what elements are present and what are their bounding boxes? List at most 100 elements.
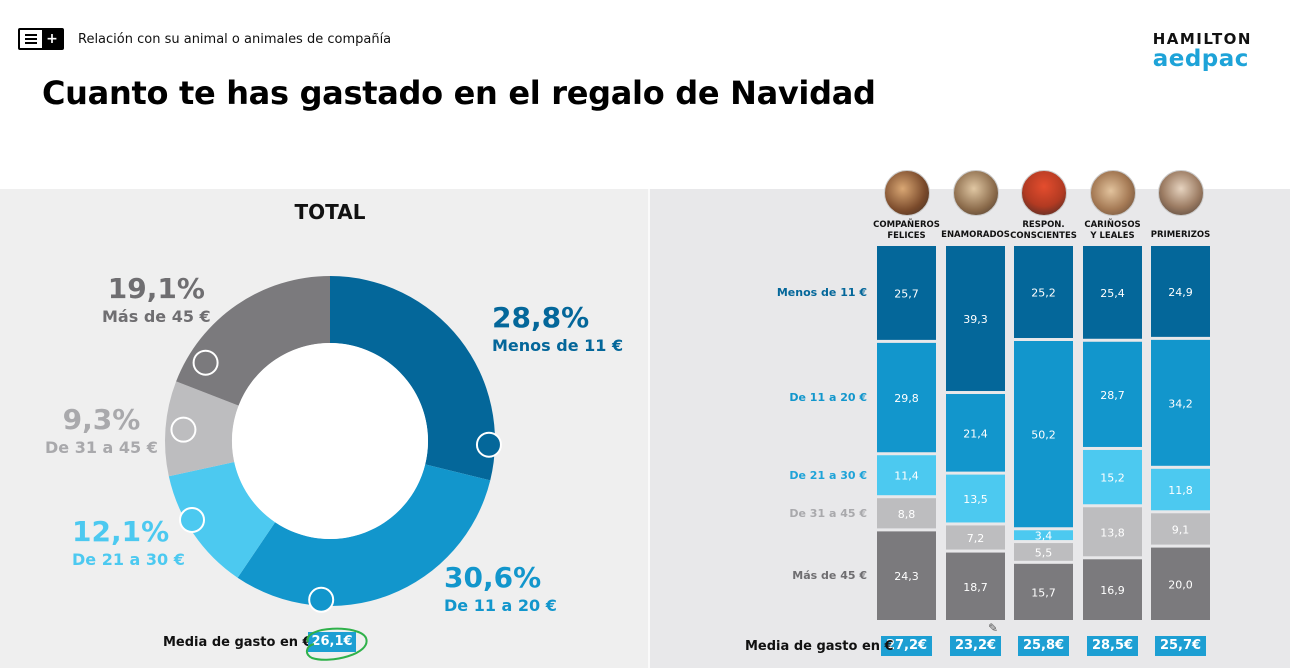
segment-average-primerizos: 25,7€ (1155, 636, 1206, 656)
bar-companeros-felices-de-21-a-30 (877, 455, 936, 496)
bar-value-label: 13,5 (963, 493, 988, 506)
bar-value-label: 3,4 (1035, 530, 1053, 543)
section-label: Relación con su animal o animales de com… (78, 31, 392, 47)
bar-primerizos-de-21-a-30 (1151, 468, 1210, 511)
bar-companeros-felices-mas-de-45 (877, 531, 936, 620)
bar-value-label: 13,8 (1100, 526, 1125, 539)
row-label-de-11-a-20: De 11 a 20 € (789, 391, 867, 405)
bar-respon-conscientes-mas-de-45 (1014, 563, 1073, 620)
bar-carinosos-y-leales-de-21-a-30 (1083, 449, 1142, 505)
donut-value-label: 12,1% (72, 515, 170, 548)
donut-marker-mas-de-45 (192, 349, 219, 376)
bar-carinosos-y-leales-mas-de-45 (1083, 559, 1142, 620)
brand-bottom: aedpac (1152, 46, 1249, 72)
bar-primerizos-de-31-a-45 (1151, 513, 1210, 545)
bar-companeros-felices-de-11-a-20 (877, 342, 936, 453)
donut-category-label: De 21 a 30 € (72, 550, 185, 569)
donut-label-de-11-a-20: 30,6% De 11 a 20 € (444, 564, 557, 614)
bar-value-label: 21,4 (963, 427, 988, 440)
bar-value-label: 5,5 (1035, 546, 1053, 559)
bar-enamorados-de-11-a-20 (946, 394, 1005, 472)
segment-name-primerizos: PRIMERIZOS (1150, 230, 1211, 240)
segment-name-respon-conscientes: RESPON. CONSCIENTES (1010, 220, 1077, 241)
segment-name-enamorados: ENAMORADOS (941, 230, 1010, 240)
menu-plus-icon[interactable]: + (18, 28, 64, 50)
bar-value-label: 25,4 (1100, 287, 1125, 300)
bar-primerizos-mas-de-45 (1151, 547, 1210, 620)
segment-avatar-companeros-felices (883, 170, 930, 216)
donut-value-label: 19,1% (107, 272, 205, 305)
bar-companeros-felices-de-31-a-45 (877, 498, 936, 529)
bar-respon-conscientes-de-11-a-20 (1014, 341, 1073, 528)
donut-slice-menos-de-11 (330, 276, 495, 481)
bar-respon-conscientes-menos-de-11 (1014, 246, 1073, 339)
bar-respon-conscientes-de-31-a-45 (1014, 543, 1073, 561)
donut-chart (164, 276, 502, 613)
segments-average-label: Media de gasto en € (745, 639, 894, 654)
bar-value-label: 9,1 (1172, 523, 1190, 536)
bar-value-label: 25,2 (1031, 287, 1056, 300)
row-label-de-31-a-45: De 31 a 45 € (789, 506, 867, 520)
total-average-badge: 26,1€ (308, 632, 356, 652)
donut-title: TOTAL (294, 200, 366, 224)
bar-value-label: 8,8 (898, 508, 916, 521)
bar-value-label: 24,9 (1168, 286, 1193, 299)
donut-marker-menos-de-11 (475, 431, 502, 458)
bar-carinosos-y-leales-de-31-a-45 (1083, 507, 1142, 557)
bar-enamorados-mas-de-45 (946, 552, 1005, 620)
bar-value-label: 15,7 (1031, 586, 1056, 599)
segment-avatar-respon-conscientes (1020, 170, 1067, 216)
segments-bar-chart: 25,7 29,8 11,4 8,8 24,3 39,3 21,4 13,5 7,2 18,7 25… (877, 246, 1210, 620)
segment-name-companeros-felices: COMPAÑEROS FELICES (873, 220, 940, 241)
bar-value-label: 7,2 (967, 532, 985, 545)
row-label-mas-de-45: Más de 45 € (792, 569, 867, 583)
segment-average-companeros-felices: 27,2€ (881, 636, 932, 656)
row-label-menos-de-11: Menos de 11 € (776, 286, 867, 300)
segment-average-carinosos-y-leales: 28,5€ (1087, 636, 1138, 656)
bar-value-label: 11,4 (894, 470, 919, 483)
donut-slice-mas-de-45 (176, 276, 330, 406)
segment-avatar-enamorados (952, 170, 999, 216)
donut-slice-de-31-a-45 (164, 381, 239, 477)
donut-value-label: 28,8% (492, 301, 590, 334)
bar-value-label: 34,2 (1168, 397, 1193, 410)
bar-value-label: 28,7 (1100, 389, 1125, 402)
bar-value-label: 18,7 (963, 581, 988, 594)
bar-carinosos-y-leales-menos-de-11 (1083, 246, 1142, 339)
bar-value-label: 15,2 (1100, 472, 1125, 485)
bar-value-label: 16,9 (1100, 584, 1125, 597)
bar-carinosos-y-leales-de-11-a-20 (1083, 341, 1142, 447)
donut-slice-de-21-a-30 (168, 461, 276, 578)
bar-companeros-felices-menos-de-11 (877, 246, 936, 340)
total-average-label: Media de gasto en € (163, 635, 312, 650)
bar-value-label: 11,8 (1168, 484, 1193, 497)
highlight-scribble (306, 627, 368, 661)
brand-top: HAMILTON (1152, 30, 1252, 48)
segment-avatar-carinosos-y-leales (1089, 170, 1136, 216)
donut-marker-de-31-a-45 (170, 416, 197, 443)
bar-value-label: 24,3 (894, 570, 919, 583)
bar-value-label: 20,0 (1168, 578, 1193, 591)
donut-label-de-21-a-30: 12,1% De 21 a 30 € (72, 518, 185, 568)
brand-logo: HAMILTON aedpac (1152, 30, 1252, 72)
bar-primerizos-de-11-a-20 (1151, 339, 1210, 466)
donut-label-de-31-a-45: 9,3% De 31 a 45 € (45, 406, 158, 456)
donut-category-label: De 31 a 45 € (45, 438, 158, 457)
donut-value-label: 9,3% (62, 403, 141, 436)
bar-primerizos-menos-de-11 (1151, 246, 1210, 337)
segment-name-carinosos-y-leales: CARIÑOSOS Y LEALES (1084, 220, 1141, 241)
donut-label-menos-de-11: 28,8% Menos de 11 € (492, 304, 623, 354)
pencil-icon[interactable]: ✎ (988, 621, 999, 635)
bar-value-label: 50,2 (1031, 429, 1056, 442)
bar-respon-conscientes-de-21-a-30 (1014, 530, 1073, 541)
donut-category-label: Menos de 11 € (492, 336, 624, 355)
top-bar: + Relación con su animal o animales de c… (18, 27, 391, 51)
donut-marker-de-21-a-30 (179, 506, 206, 533)
donut-value-label: 30,6% (444, 561, 542, 594)
donut-category-label: De 11 a 20 € (444, 596, 557, 615)
bar-enamorados-de-31-a-45 (946, 525, 1005, 550)
segment-avatar-primerizos (1157, 170, 1204, 216)
panel-divider (648, 189, 650, 668)
bar-enamorados-menos-de-11 (946, 246, 1005, 392)
bar-value-label: 25,7 (894, 287, 919, 300)
